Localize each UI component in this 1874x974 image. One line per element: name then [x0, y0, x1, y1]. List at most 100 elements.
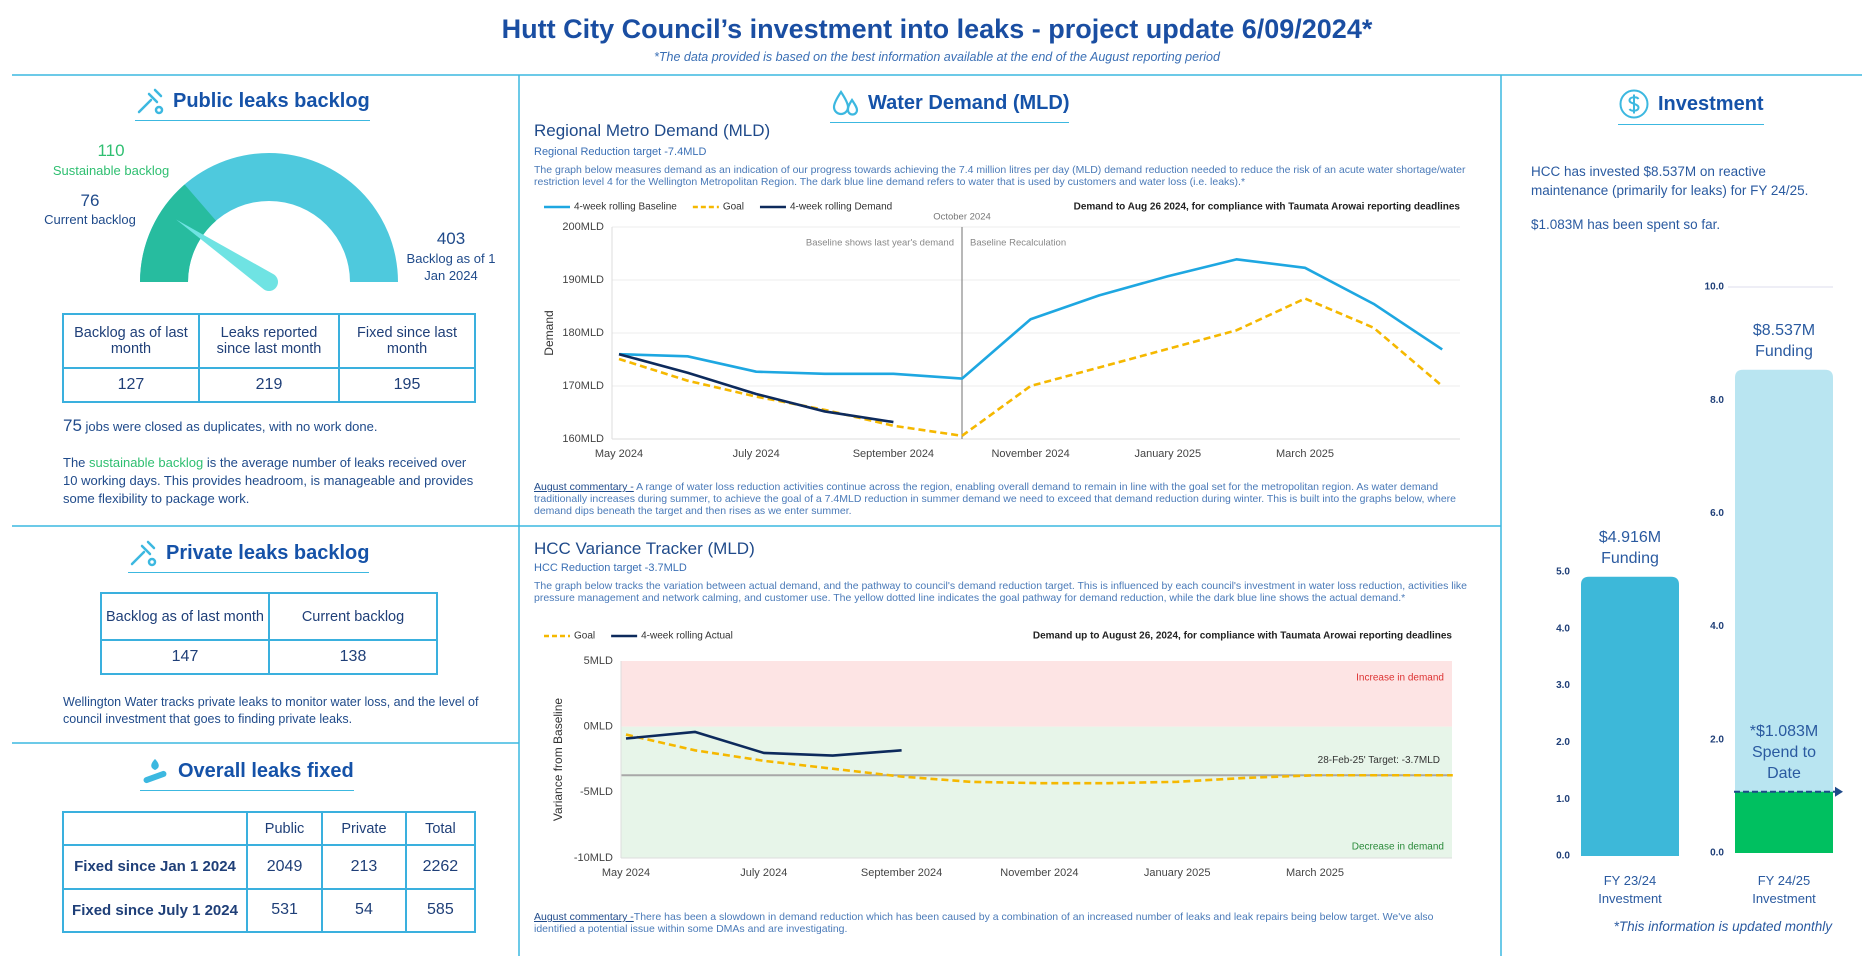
table-header: Current backlog [268, 592, 438, 641]
commentary-label: August commentary - [534, 911, 634, 923]
current-value: 76 [80, 191, 100, 210]
series-line [618, 258, 1443, 380]
table-header: Fixed since last month [338, 313, 476, 369]
sustainable-note: The sustainable backlog is the average n… [63, 454, 481, 508]
dividers [12, 74, 1862, 956]
bar [1735, 369, 1833, 853]
section-header: Water Demand (MLD) [830, 88, 1070, 123]
table-cell: 585 [404, 887, 477, 933]
table-cell: 147 [100, 639, 270, 675]
row-label: Fixed since July 1 2024 [62, 887, 248, 933]
fixed-icon [143, 759, 167, 784]
value-label: $8.537M Funding [1752, 321, 1816, 360]
x-tick-label: July 2024 [740, 867, 787, 879]
annotation: Decrease in demand [1352, 842, 1444, 853]
investment-text: $1.083M has been spent so far. [1531, 217, 1721, 232]
table-cell: 2262 [404, 844, 477, 890]
y-tick-label: 0.0 [1556, 851, 1570, 862]
y-tick-label: 5MLD [584, 655, 613, 667]
y2-tick-label: 10.0 [1705, 282, 1725, 293]
note-highlight: sustainable backlog [89, 455, 204, 470]
spend-arrowhead [1835, 786, 1843, 797]
commentary: August commentary - A range of water los… [534, 481, 1474, 517]
legend-label: 4-week rolling Baseline [574, 202, 677, 213]
x-tick-label: FY 24/25 Investment [1752, 873, 1816, 906]
series-line [625, 730, 902, 757]
gauge-range [140, 153, 398, 282]
y-tick-label: 1.0 [1556, 794, 1570, 805]
y-tick-label: -5MLD [580, 786, 613, 798]
table-cell: 127 [62, 367, 200, 403]
legend-label: 4-week rolling Demand [790, 202, 892, 213]
chart-subtitle: Regional Reduction target -7.4MLD [534, 146, 707, 158]
table-header: Backlog as of last month [62, 313, 200, 369]
commentary: August commentary -There has been a slow… [534, 911, 1474, 935]
leak-icon [137, 88, 164, 115]
y2-tick-label: 4.0 [1710, 621, 1724, 632]
y-tick-label: 160MLD [562, 433, 604, 445]
gauge-sustainable [140, 184, 216, 282]
commentary-label: August commentary - [534, 481, 634, 493]
investment-text: HCC has invested $8.537M on reactive mai… [1531, 164, 1809, 198]
row-label: Fixed since Jan 1 2024 [62, 844, 248, 890]
dollar-icon [1619, 89, 1649, 119]
annotation: Baseline Recalculation [970, 238, 1066, 249]
increase-band [621, 661, 1452, 727]
duplicates-count: 75 [63, 416, 82, 435]
page-title: Hutt City Council’s investment into leak… [501, 14, 1373, 44]
chart-note: Demand up to August 26, 2024, for compli… [1033, 631, 1453, 642]
section-header: Public leaks backlog [135, 86, 370, 121]
x-tick-label: May 2024 [595, 448, 643, 460]
table-cell: 138 [268, 639, 438, 675]
x-tick-label: March 2025 [1276, 448, 1334, 460]
decrease-band [621, 726, 1452, 858]
table-corner [62, 811, 248, 846]
leak-icon [130, 540, 157, 567]
x-tick-label: November 2024 [1000, 867, 1078, 879]
private-table: Backlog as of last month Current backlog… [100, 592, 438, 675]
section-title: Investment [1658, 92, 1764, 115]
y-tick-label: 3.0 [1556, 680, 1570, 691]
duplicates-text: jobs were closed as duplicates, with no … [85, 419, 378, 434]
y2-tick-label: 0.0 [1710, 848, 1724, 859]
legend-label: Goal [723, 202, 744, 213]
commentary-text: A range of water loss reduction activiti… [534, 481, 1456, 517]
y-tick-label: 0MLD [584, 721, 613, 733]
y2-tick-label: 6.0 [1710, 508, 1724, 519]
series-line [618, 352, 894, 424]
water-icon [832, 90, 859, 116]
table-header: Public [245, 811, 324, 846]
gauge-needle [176, 219, 278, 291]
x-tick-label: May 2024 [602, 867, 650, 879]
table-cell: 195 [338, 367, 476, 403]
x-tick-label: January 2025 [1144, 867, 1211, 879]
x-tick-label: March 2025 [1286, 867, 1344, 879]
bar [1581, 576, 1679, 856]
private-note: Wellington Water tracks private leaks to… [63, 695, 479, 726]
value-label: *$1.083M Spend to Date [1749, 722, 1819, 782]
chart-note: Demand to Aug 26 2024, for compliance wi… [1074, 202, 1461, 213]
max-label: Backlog as of 1 Jan 2024 [406, 251, 496, 283]
y-tick-label: -10MLD [574, 852, 613, 864]
annotation: Increase in demand [1356, 673, 1444, 684]
table-header: Total [404, 811, 477, 846]
chart-description: The graph below tracks the variation bet… [534, 580, 1467, 604]
sustainable-label: Sustainable backlog [52, 163, 170, 178]
table-header: Private [321, 811, 407, 846]
section-header: Private leaks backlog [128, 538, 370, 573]
y-tick-label: 170MLD [562, 380, 604, 392]
table-cell: 213 [321, 844, 407, 890]
y2-tick-label: 2.0 [1710, 734, 1724, 745]
x-tick-label: November 2024 [991, 448, 1069, 460]
commentary-text: There has been a slowdown in demand redu… [534, 911, 1434, 935]
table-header: Backlog as of last month [100, 592, 270, 641]
legend-label: Goal [574, 631, 595, 642]
y-axis-label: Variance from Baseline [551, 698, 565, 821]
y-tick-label: 190MLD [562, 274, 604, 286]
section-title: Private leaks backlog [166, 541, 370, 564]
section-header: Overall leaks fixed [140, 756, 354, 791]
x-tick-label: July 2024 [733, 448, 780, 460]
table-cell: 531 [245, 887, 324, 933]
legend-label: 4-week rolling Actual [641, 631, 733, 642]
annotation: October 2024 [933, 212, 991, 223]
